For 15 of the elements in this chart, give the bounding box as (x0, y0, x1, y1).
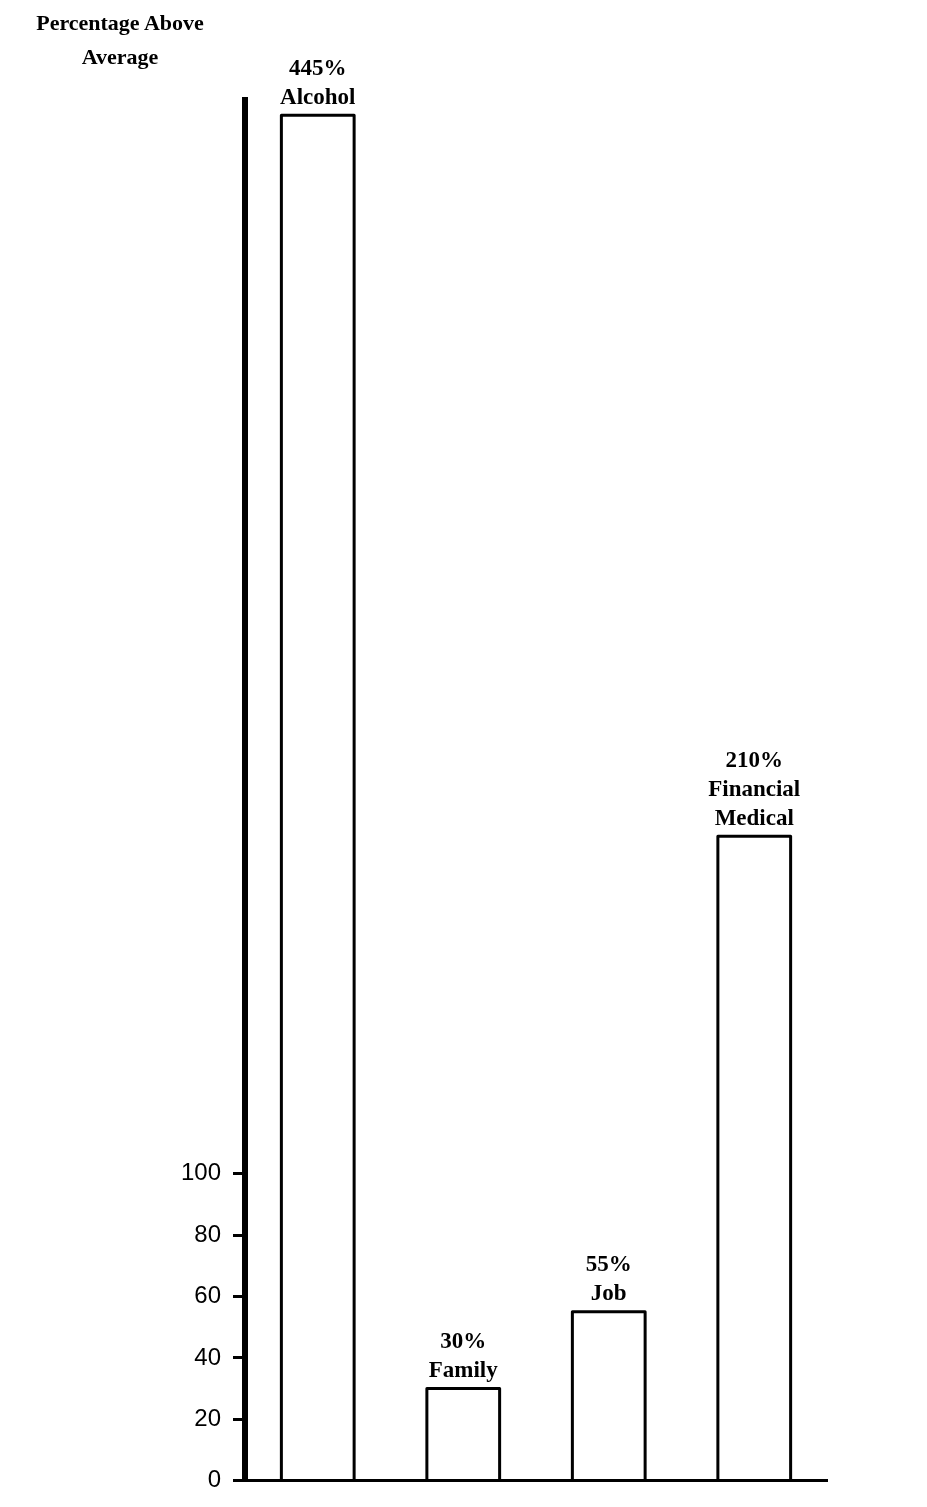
y-tick-label: 60 (194, 1281, 221, 1309)
data-label: 30% (440, 1328, 487, 1353)
x-tick-label: Family (428, 1357, 499, 1382)
y-tick-label: 20 (194, 1403, 221, 1431)
y-tick-label: 40 (194, 1342, 221, 1370)
y-axis-title: Percentage Above Average (35, 9, 205, 71)
data-label: 445% (289, 54, 347, 80)
data-label: 210% (725, 746, 783, 772)
x-tick-label: Alcohol (280, 83, 356, 109)
data-label: 55% (585, 1251, 632, 1277)
y-tick-label: 0 (207, 1465, 221, 1493)
x-tick-label: Job (590, 1280, 627, 1306)
y-tick-label: 100 (180, 1158, 221, 1186)
x-tick-label: Financial Medical (708, 775, 801, 830)
y-tick-label: 80 (194, 1219, 221, 1247)
